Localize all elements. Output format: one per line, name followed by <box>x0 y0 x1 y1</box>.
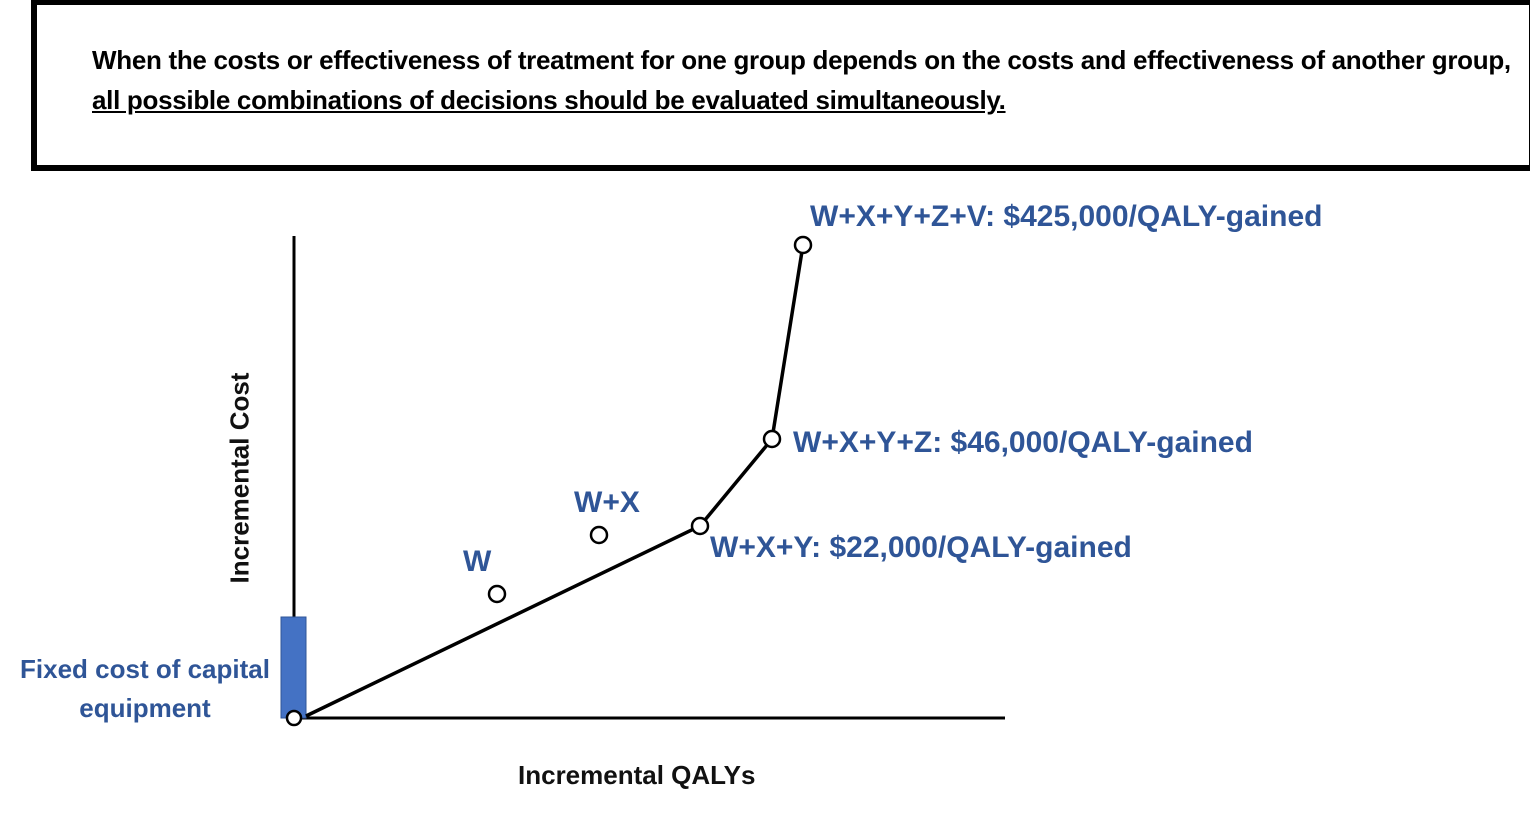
label-wx: W+X <box>574 486 640 519</box>
summary-text: When the costs or effectiveness of treat… <box>92 40 1512 120</box>
fixed-cost-label: Fixed cost of capital equipment <box>20 654 270 723</box>
label-wxyzv: W+X+Y+Z+V: $425,000/QALY-gained <box>810 200 1323 233</box>
fixed-cost-bar <box>280 616 307 719</box>
label-w: W <box>463 545 492 578</box>
point-wxyzv <box>793 235 813 255</box>
origin-point <box>285 709 303 727</box>
point-wxyz <box>762 429 782 449</box>
x-axis-label: Incremental QALYs <box>518 760 756 790</box>
label-wxyz: W+X+Y+Z: $46,000/QALY-gained <box>793 426 1253 459</box>
efficiency-frontier <box>305 244 805 718</box>
point-wx <box>589 525 609 545</box>
point-wxy <box>690 516 710 536</box>
label-wxy: W+X+Y: $22,000/QALY-gained <box>710 531 1132 564</box>
point-w <box>487 584 507 604</box>
y-axis-label: Incremental Cost <box>224 372 255 584</box>
summary-underlined: all possible combinations of decisions s… <box>92 85 1006 115</box>
summary-plain: When the costs or effectiveness of treat… <box>92 45 1511 75</box>
